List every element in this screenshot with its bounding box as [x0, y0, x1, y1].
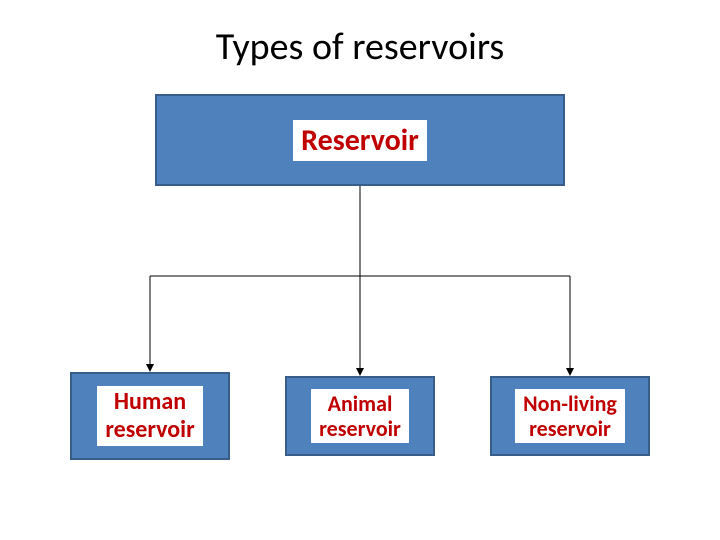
child-label-animal: Animal reservoir [311, 389, 409, 444]
slide-title: Types of reservoirs [0, 24, 720, 70]
child-label-human: Human reservoir [97, 386, 202, 445]
root-reservoir-box: Reservoir [155, 94, 565, 186]
root-reservoir-label: Reservoir [293, 120, 427, 161]
child-label-nonliving: Non-living reservoir [515, 389, 625, 444]
child-box-animal: Animal reservoir [285, 376, 435, 456]
child-box-nonliving: Non-living reservoir [490, 376, 650, 456]
child-box-human: Human reservoir [70, 372, 230, 460]
